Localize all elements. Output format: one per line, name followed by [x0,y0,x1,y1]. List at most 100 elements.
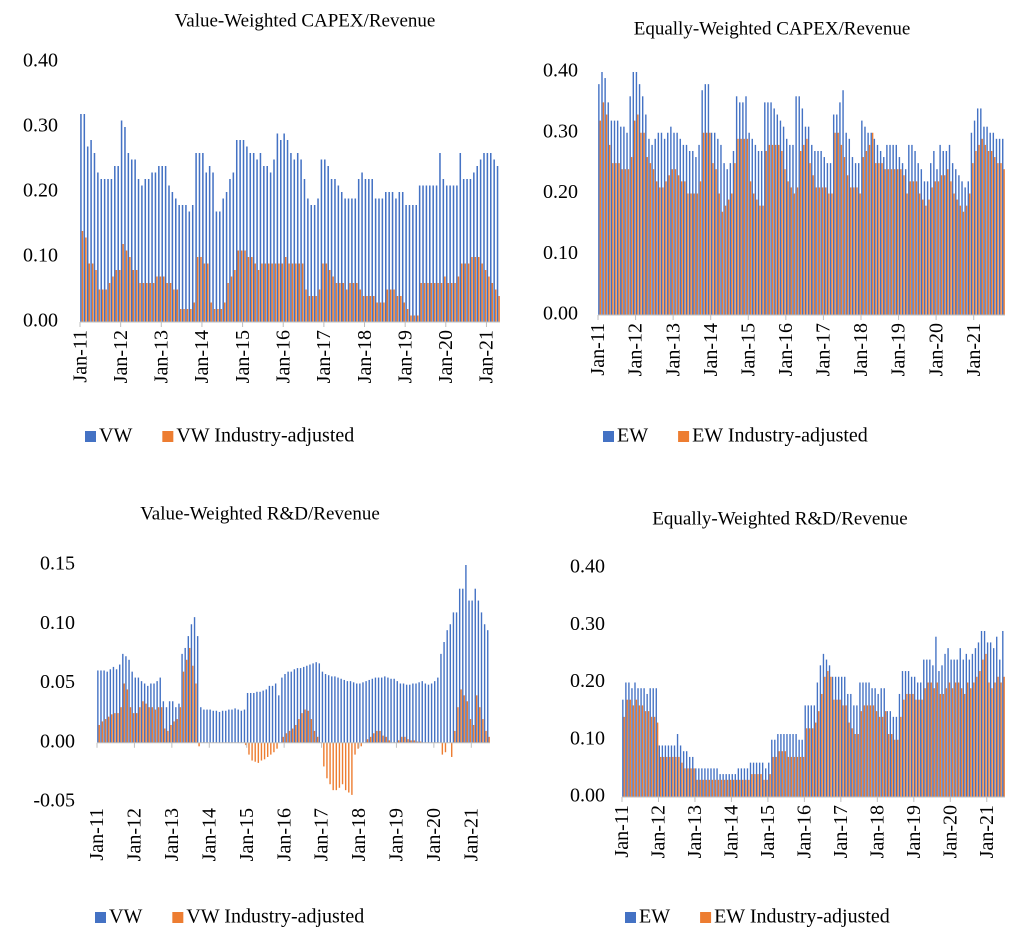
bar [706,132,708,315]
bar [288,730,291,743]
bar [246,692,249,743]
bar [720,779,723,797]
bar [474,257,477,322]
bar [104,719,107,743]
bar [268,685,271,743]
bar [318,289,321,322]
bar [824,676,826,797]
bar [198,742,200,747]
bar [810,705,812,797]
bar [242,140,245,322]
x-tick-label: Jan-12 [648,805,670,858]
bar [958,175,960,315]
bar [731,193,733,315]
bar [158,166,160,322]
bar [803,144,805,315]
bar [374,677,377,743]
bar [612,163,614,315]
bar [953,193,955,315]
bar [191,205,194,322]
bar [883,157,885,315]
bar [682,751,685,797]
bar [964,187,966,315]
bar [410,740,412,743]
bar [125,656,127,743]
y-tick-label: 0.05 [40,671,75,693]
bar [168,185,170,322]
bar [925,205,927,315]
bar [244,250,246,322]
bar [862,682,864,797]
y-tick-label: 0.30 [543,120,578,142]
bar [754,144,757,315]
bar [957,682,960,797]
bar [335,742,338,791]
bar [655,688,657,797]
bar [103,179,106,322]
bar [1002,138,1004,315]
bar [469,719,472,743]
bar [760,150,763,315]
bar [327,675,330,743]
bar [192,665,194,743]
bar [978,144,980,315]
bar [928,199,930,315]
bar [734,774,736,797]
x-tick-label: Jan-15 [236,808,258,861]
bar [325,263,328,322]
x-tick-label: Jan-15 [757,805,779,858]
bar [891,734,893,797]
bar [129,257,131,322]
bar [220,309,223,322]
bar [477,600,480,743]
bar [634,682,636,797]
bar [1003,169,1005,315]
bar [168,701,171,743]
legend-swatch [162,431,174,442]
bar [853,705,855,797]
bar [412,205,414,322]
bar [673,132,675,315]
bar [221,710,224,743]
bar [430,283,433,322]
y-tick-label: 0.00 [40,730,75,752]
bar [717,779,720,797]
bar [737,138,739,315]
bar [486,153,489,322]
bar [670,745,673,797]
bar [384,676,386,743]
bar [833,699,835,797]
bar [837,132,839,315]
bar [713,768,715,797]
bar [629,699,631,797]
bar [388,192,390,322]
bar [81,231,84,322]
bar [713,132,716,315]
bar [763,779,765,797]
bar [209,709,211,743]
bar [743,768,746,797]
bar [792,144,794,315]
bar [850,187,852,315]
bar [811,728,814,797]
legend-label: EW [617,425,648,447]
bar [996,636,998,797]
legend-label: VW [99,425,132,447]
bar [388,740,391,743]
x-tick-label: Jan-14 [700,323,722,376]
bar [872,705,875,797]
bar [324,674,327,743]
bar [895,144,897,315]
bar [904,671,907,797]
bar [634,120,636,315]
bar [646,693,648,797]
bar [359,289,361,322]
bar [936,682,938,797]
bar [207,263,209,322]
bar [398,192,401,322]
bar [709,132,711,315]
bar [900,716,902,797]
bar [780,734,782,797]
bar [671,169,673,315]
bar [837,676,840,797]
